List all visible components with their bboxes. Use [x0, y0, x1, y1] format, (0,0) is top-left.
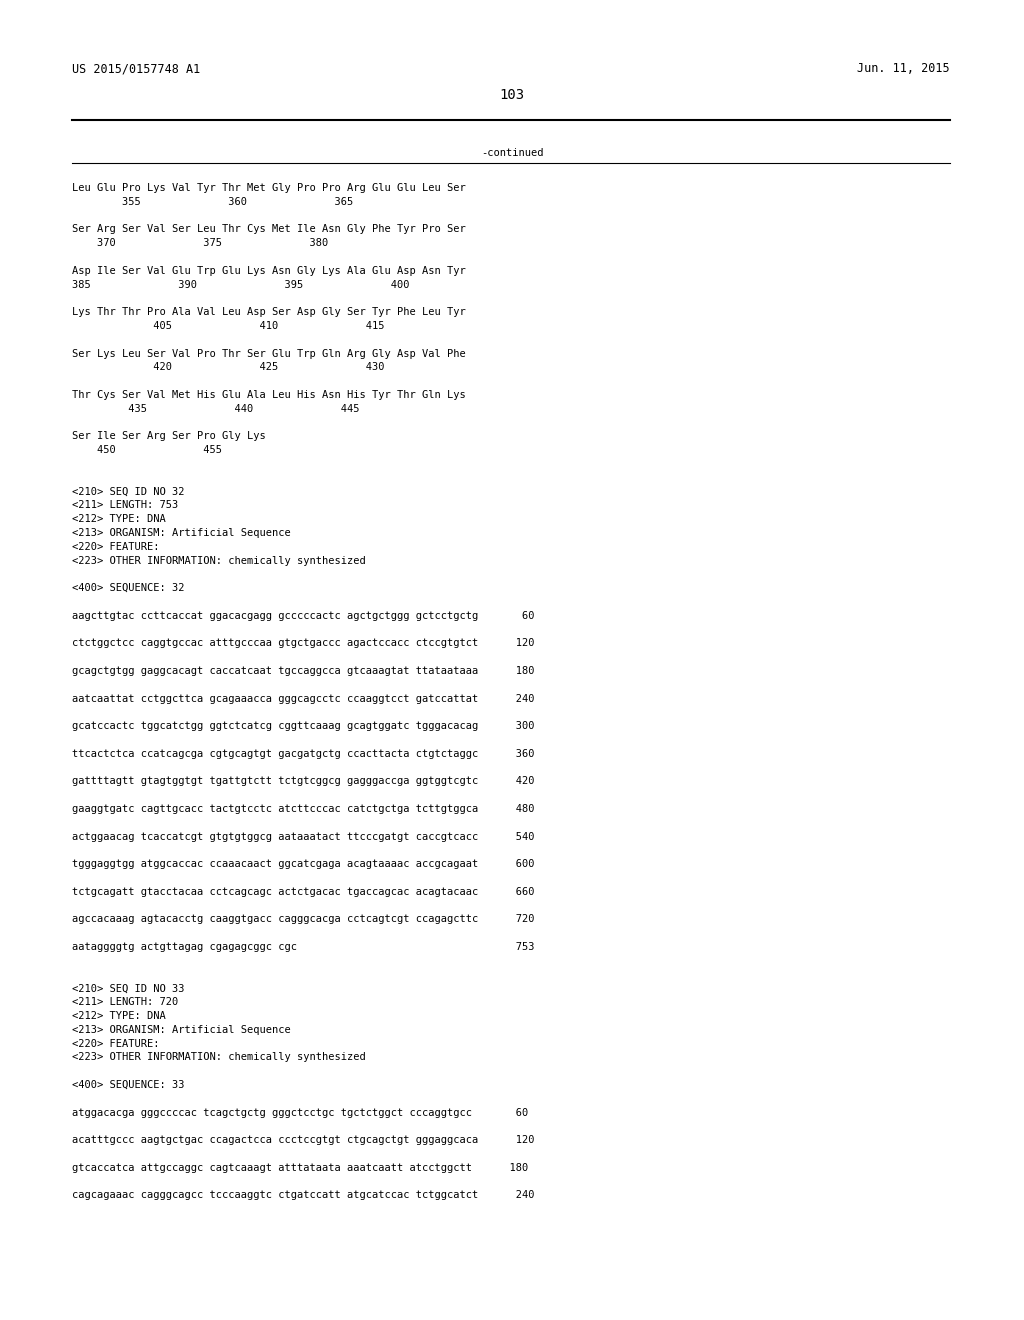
Text: <212> TYPE: DNA: <212> TYPE: DNA [72, 515, 166, 524]
Text: Ser Lys Leu Ser Val Pro Thr Ser Glu Trp Gln Arg Gly Asp Val Phe: Ser Lys Leu Ser Val Pro Thr Ser Glu Trp … [72, 348, 466, 359]
Text: Asp Ile Ser Val Glu Trp Glu Lys Asn Gly Lys Ala Glu Asp Asn Tyr: Asp Ile Ser Val Glu Trp Glu Lys Asn Gly … [72, 265, 466, 276]
Text: Thr Cys Ser Val Met His Glu Ala Leu His Asn His Tyr Thr Gln Lys: Thr Cys Ser Val Met His Glu Ala Leu His … [72, 389, 466, 400]
Text: tctgcagatt gtacctacaa cctcagcagc actctgacac tgaccagcac acagtacaac      660: tctgcagatt gtacctacaa cctcagcagc actctga… [72, 887, 535, 896]
Text: tgggaggtgg atggcaccac ccaaacaact ggcatcgaga acagtaaaac accgcagaat      600: tgggaggtgg atggcaccac ccaaacaact ggcatcg… [72, 859, 535, 869]
Text: 385              390              395              400: 385 390 395 400 [72, 280, 410, 289]
Text: aataggggtg actgttagag cgagagcggc cgc                                   753: aataggggtg actgttagag cgagagcggc cgc 753 [72, 942, 535, 952]
Text: <211> LENGTH: 753: <211> LENGTH: 753 [72, 500, 178, 511]
Text: gaaggtgatc cagttgcacc tactgtcctc atcttcccac catctgctga tcttgtggca      480: gaaggtgatc cagttgcacc tactgtcctc atcttcc… [72, 804, 535, 814]
Text: <223> OTHER INFORMATION: chemically synthesized: <223> OTHER INFORMATION: chemically synt… [72, 556, 366, 565]
Text: 435              440              445: 435 440 445 [72, 404, 359, 413]
Text: cagcagaaac cagggcagcc tcccaaggtc ctgatccatt atgcatccac tctggcatct      240: cagcagaaac cagggcagcc tcccaaggtc ctgatcc… [72, 1191, 535, 1200]
Text: <400> SEQUENCE: 33: <400> SEQUENCE: 33 [72, 1080, 184, 1090]
Text: gtcaccatca attgccaggc cagtcaaagt atttataata aaatcaatt atcctggctt      180: gtcaccatca attgccaggc cagtcaaagt atttata… [72, 1163, 528, 1172]
Text: 103: 103 [500, 88, 524, 102]
Text: Leu Glu Pro Lys Val Tyr Thr Met Gly Pro Pro Arg Glu Glu Leu Ser: Leu Glu Pro Lys Val Tyr Thr Met Gly Pro … [72, 183, 466, 193]
Text: Ser Ile Ser Arg Ser Pro Gly Lys: Ser Ile Ser Arg Ser Pro Gly Lys [72, 432, 266, 441]
Text: <213> ORGANISM: Artificial Sequence: <213> ORGANISM: Artificial Sequence [72, 1024, 291, 1035]
Text: <210> SEQ ID NO 33: <210> SEQ ID NO 33 [72, 983, 184, 994]
Text: US 2015/0157748 A1: US 2015/0157748 A1 [72, 62, 201, 75]
Text: 370              375              380: 370 375 380 [72, 238, 329, 248]
Text: Jun. 11, 2015: Jun. 11, 2015 [857, 62, 950, 75]
Text: <211> LENGTH: 720: <211> LENGTH: 720 [72, 997, 178, 1007]
Text: <210> SEQ ID NO 32: <210> SEQ ID NO 32 [72, 487, 184, 496]
Text: aatcaattat cctggcttca gcagaaacca gggcagcctc ccaaggtcct gatccattat      240: aatcaattat cctggcttca gcagaaacca gggcagc… [72, 693, 535, 704]
Text: gattttagtt gtagtggtgt tgattgtctt tctgtcggcg gagggaccga ggtggtcgtc      420: gattttagtt gtagtggtgt tgattgtctt tctgtcg… [72, 776, 535, 787]
Text: 420              425              430: 420 425 430 [72, 363, 384, 372]
Text: actggaacag tcaccatcgt gtgtgtggcg aataaatact ttcccgatgt caccgtcacc      540: actggaacag tcaccatcgt gtgtgtggcg aataaat… [72, 832, 535, 842]
Text: <220> FEATURE:: <220> FEATURE: [72, 541, 160, 552]
Text: <212> TYPE: DNA: <212> TYPE: DNA [72, 1011, 166, 1020]
Text: ctctggctcc caggtgccac atttgcccaa gtgctgaccc agactccacc ctccgtgtct      120: ctctggctcc caggtgccac atttgcccaa gtgctga… [72, 639, 535, 648]
Text: atggacacga gggccccac tcagctgctg gggctcctgc tgctctggct cccaggtgcc       60: atggacacga gggccccac tcagctgctg gggctcct… [72, 1107, 528, 1118]
Text: -continued: -continued [480, 148, 544, 158]
Text: <223> OTHER INFORMATION: chemically synthesized: <223> OTHER INFORMATION: chemically synt… [72, 1052, 366, 1063]
Text: <220> FEATURE:: <220> FEATURE: [72, 1039, 160, 1048]
Text: acatttgccc aagtgctgac ccagactcca ccctccgtgt ctgcagctgt gggaggcaca      120: acatttgccc aagtgctgac ccagactcca ccctccg… [72, 1135, 535, 1146]
Text: agccacaaag agtacacctg caaggtgacc cagggcacga cctcagtcgt ccagagcttc      720: agccacaaag agtacacctg caaggtgacc cagggca… [72, 915, 535, 924]
Text: gcagctgtgg gaggcacagt caccatcaat tgccaggcca gtcaaagtat ttataataaa      180: gcagctgtgg gaggcacagt caccatcaat tgccagg… [72, 667, 535, 676]
Text: <213> ORGANISM: Artificial Sequence: <213> ORGANISM: Artificial Sequence [72, 528, 291, 539]
Text: Lys Thr Thr Pro Ala Val Leu Asp Ser Asp Gly Ser Tyr Phe Leu Tyr: Lys Thr Thr Pro Ala Val Leu Asp Ser Asp … [72, 308, 466, 317]
Text: Ser Arg Ser Val Ser Leu Thr Cys Met Ile Asn Gly Phe Tyr Pro Ser: Ser Arg Ser Val Ser Leu Thr Cys Met Ile … [72, 224, 466, 235]
Text: aagcttgtac ccttcaccat ggacacgagg gcccccactc agctgctggg gctcctgctg       60: aagcttgtac ccttcaccat ggacacgagg gccccca… [72, 611, 535, 620]
Text: 405              410              415: 405 410 415 [72, 321, 384, 331]
Text: <400> SEQUENCE: 32: <400> SEQUENCE: 32 [72, 583, 184, 593]
Text: gcatccactc tggcatctgg ggtctcatcg cggttcaaag gcagtggatc tgggacacag      300: gcatccactc tggcatctgg ggtctcatcg cggttca… [72, 721, 535, 731]
Text: 355              360              365: 355 360 365 [72, 197, 353, 207]
Text: 450              455: 450 455 [72, 445, 222, 455]
Text: ttcactctca ccatcagcga cgtgcagtgt gacgatgctg ccacttacta ctgtctaggc      360: ttcactctca ccatcagcga cgtgcagtgt gacgatg… [72, 748, 535, 759]
